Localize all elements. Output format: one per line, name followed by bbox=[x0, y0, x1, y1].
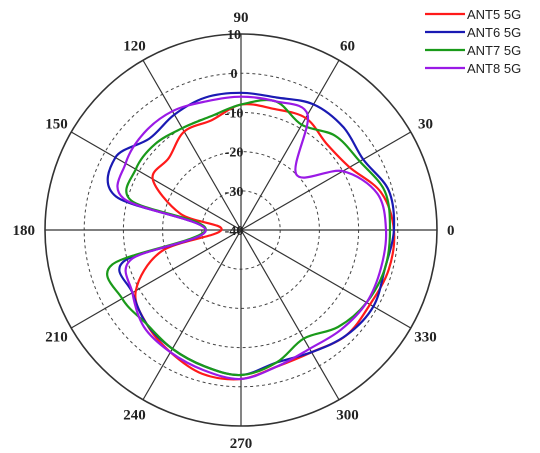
legend-label-1: ANT5 5G bbox=[467, 7, 521, 22]
spoke-300 bbox=[240, 229, 340, 401]
polar-grid bbox=[44, 33, 438, 427]
angle-tick-label: 0 bbox=[447, 223, 455, 239]
radial-tick-label: -20 bbox=[225, 146, 244, 161]
radial-tick-label: 0 bbox=[231, 67, 238, 82]
spoke-330 bbox=[240, 229, 412, 329]
spoke-120 bbox=[142, 59, 242, 231]
spoke-30 bbox=[240, 131, 412, 231]
series-line-4 bbox=[116, 95, 388, 381]
radial-tick-label: -30 bbox=[225, 185, 244, 200]
legend: ANT5 5G ANT6 5G ANT7 5G ANT8 5G bbox=[425, 7, 521, 76]
spoke-210 bbox=[70, 229, 242, 329]
angle-tick-label: 270 bbox=[230, 436, 253, 452]
spoke-150 bbox=[70, 131, 242, 231]
angle-tick-label: 330 bbox=[414, 330, 437, 346]
legend-label-2: ANT6 5G bbox=[467, 25, 521, 40]
angle-tick-label: 180 bbox=[13, 223, 36, 239]
radial-tick-label: -10 bbox=[225, 106, 244, 121]
angle-tick-label: 60 bbox=[340, 39, 355, 55]
spoke-60 bbox=[240, 59, 340, 231]
plot-series bbox=[106, 91, 396, 381]
radial-tick-label: 10 bbox=[227, 28, 241, 43]
angle-tick-label: 30 bbox=[418, 117, 433, 133]
axis-labels: 0 30 60 90 120 150 180 210 240 270 300 330 10 0 -10 -20… bbox=[13, 10, 455, 452]
spoke-240 bbox=[142, 229, 242, 401]
legend-label-4: ANT8 5G bbox=[467, 61, 521, 76]
angle-tick-label: 120 bbox=[123, 39, 146, 55]
radial-tick-label: -40 bbox=[225, 224, 244, 239]
angle-tick-label: 240 bbox=[123, 408, 146, 424]
series-line-2 bbox=[106, 91, 396, 377]
legend-label-3: ANT7 5G bbox=[467, 43, 521, 58]
angle-tick-label: 210 bbox=[45, 330, 68, 346]
angle-tick-label: 90 bbox=[234, 10, 249, 26]
angle-tick-label: 300 bbox=[336, 408, 359, 424]
angle-tick-label: 150 bbox=[45, 117, 68, 133]
